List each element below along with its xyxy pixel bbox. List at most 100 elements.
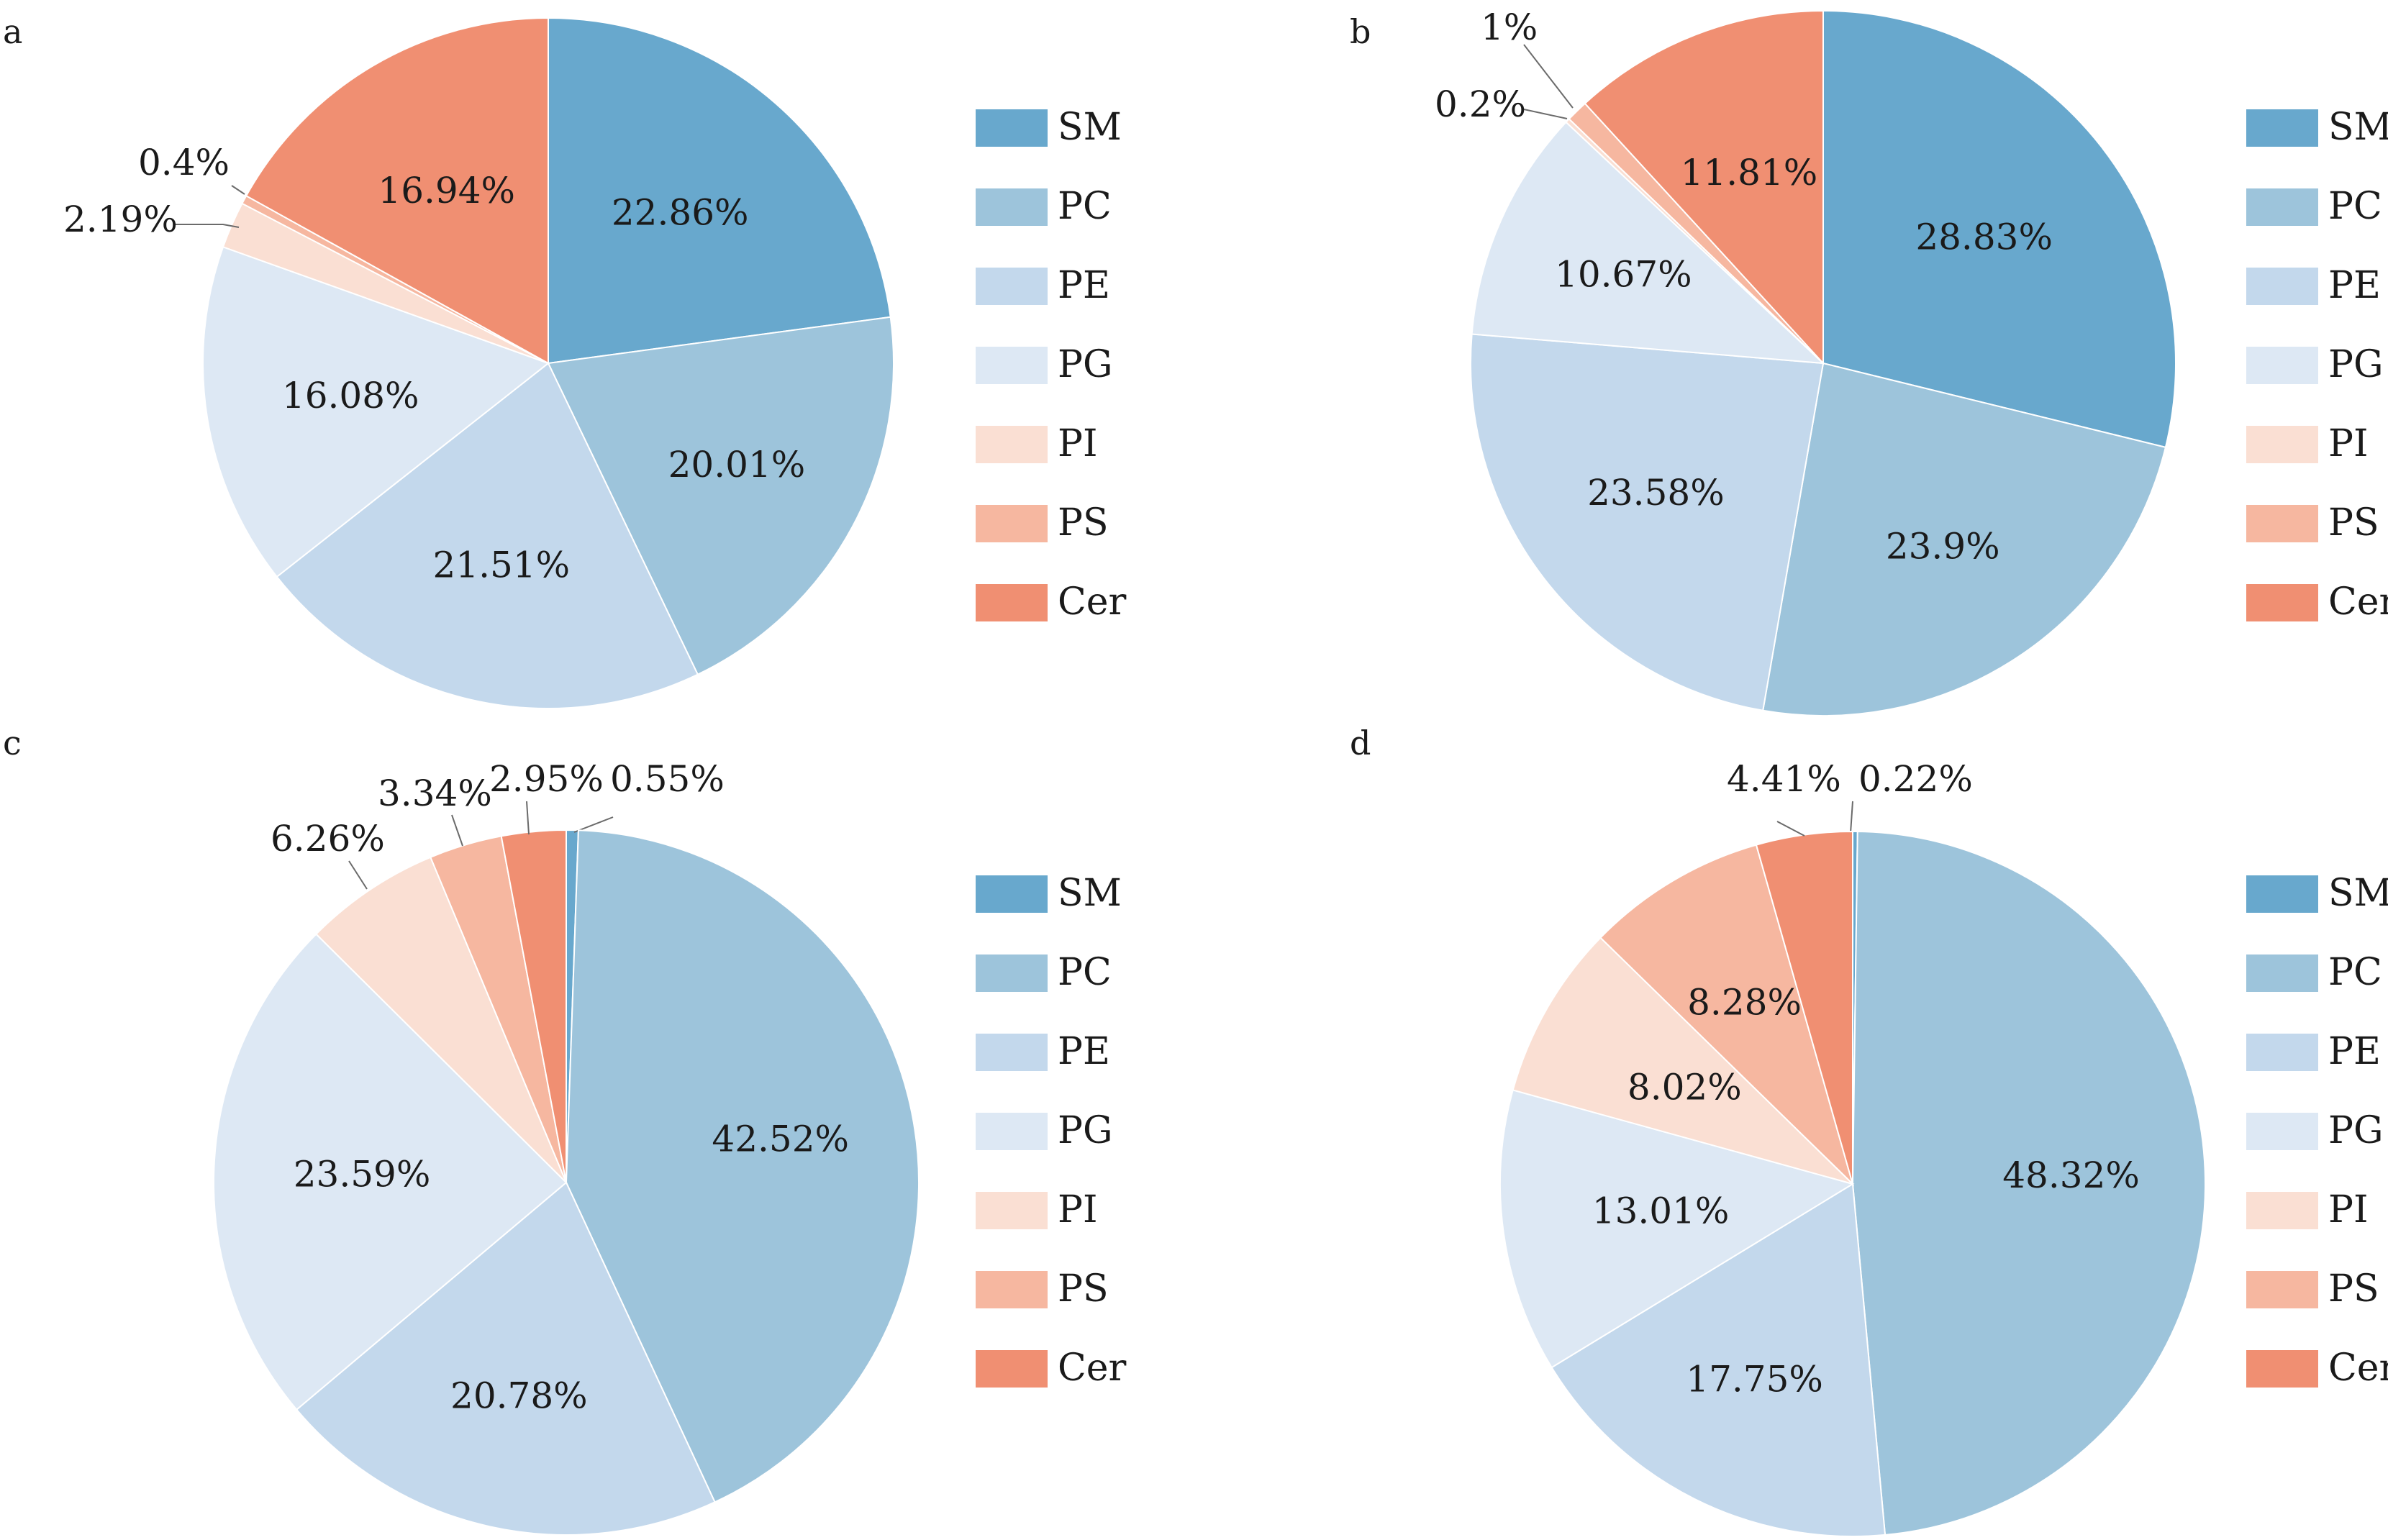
slice-label-a-pc: 20.01%	[668, 444, 806, 486]
pie-slice-c-pg	[213, 933, 568, 1411]
legend-label-d-pe: PE	[2328, 1030, 2381, 1073]
slice-label-a-pg: 16.08%	[282, 375, 419, 416]
slice-label-d-sm: 0.22%	[1858, 758, 1973, 800]
slice-label-a-pi: 2.19%	[63, 199, 178, 240]
legend-label-c-pg: PG	[1058, 1109, 1113, 1152]
pie-slice-a-pc	[547, 316, 894, 676]
slice-label-a-pe: 21.51%	[433, 545, 571, 586]
legend-swatch-b-pi	[2246, 426, 2318, 463]
slice-label-b-pg: 10.67%	[1555, 254, 1692, 296]
legend-label-a-pi: PI	[1058, 422, 1098, 465]
pie-slice-b-cer	[1584, 9, 1824, 365]
legend-swatch-b-ps	[2246, 505, 2318, 542]
legend-swatch-b-pe	[2246, 268, 2318, 305]
slice-label-a-cer: 16.94%	[378, 170, 515, 211]
legend-label-c-ps: PS	[1058, 1267, 1109, 1311]
legend-label-a-pe: PE	[1058, 264, 1110, 307]
legend-swatch-d-pg	[2246, 1113, 2318, 1150]
slice-label-c-sm: 0.55%	[610, 758, 725, 800]
legend-swatch-c-pi	[976, 1192, 1048, 1229]
legend-swatch-a-sm	[976, 109, 1048, 147]
panel-a: a 22.86% 20.01% 21.51% 16.08% 2.19% 0.4% 16.94%…	[3, 12, 1127, 709]
legend-label-b-pg: PG	[2328, 343, 2384, 386]
legend-swatch-c-sm	[976, 875, 1048, 913]
panel-c: c 0.55% 42.52% 20.78% 23.59% 6.26%3.34%2.95% S…	[3, 724, 1127, 1536]
legend-label-a-pc: PC	[1058, 185, 1112, 228]
pie-slice-d-pg	[1499, 1089, 1855, 1369]
leader-line-c-ps	[451, 814, 463, 847]
legend-swatch-d-sm	[2246, 875, 2318, 913]
legend-label-c-cer: Cer	[1058, 1347, 1127, 1390]
slice-label-b-pe: 23.58%	[1587, 472, 1725, 514]
slice-label-d-pg: 13.01%	[1592, 1190, 1730, 1231]
slice-label-c-pg: 23.59%	[294, 1153, 431, 1195]
leader-line-c-cer	[526, 801, 530, 835]
legend-swatch-d-pi	[2246, 1192, 2318, 1229]
pie-slice-a-sm	[548, 17, 891, 365]
legend-label-a-sm: SM	[1058, 106, 1122, 149]
panel-letter-b: b	[1350, 12, 1371, 51]
pie-slice-d-ps	[1599, 844, 1854, 1187]
legend-label-d-pc: PC	[2328, 951, 2382, 994]
legend-swatch-b-cer	[2246, 584, 2318, 621]
pie-slice-b-sm	[1822, 9, 2176, 449]
pie-slice-d-pi	[1512, 937, 1853, 1185]
legend-swatch-b-pg	[2246, 347, 2318, 384]
pie-slice-d-pc	[1851, 831, 2206, 1536]
panel-letter-d: d	[1350, 724, 1371, 762]
legend-label-a-pg: PG	[1058, 343, 1113, 386]
pie-slice-c-pi	[314, 856, 567, 1183]
legend-swatch-c-pc	[976, 954, 1048, 992]
leader-line-d-cer	[1776, 821, 1805, 837]
legend-label-c-pi: PI	[1058, 1188, 1098, 1231]
legend-label-b-ps: PS	[2328, 501, 2379, 545]
pie-slice-b-pg	[1471, 121, 1825, 365]
legend-swatch-b-pc	[2246, 188, 2318, 226]
legend-swatch-a-ps	[976, 505, 1048, 542]
slice-label-c-pe: 20.78%	[450, 1375, 588, 1417]
legend-swatch-a-pe	[976, 268, 1048, 305]
slice-label-b-pi: 0.2%	[1435, 83, 1526, 125]
slice-label-b-sm: 28.83%	[1915, 217, 2053, 258]
pie-slice-d-pe	[1551, 1183, 1887, 1537]
legend-label-d-sm: SM	[2328, 872, 2388, 915]
legend-label-b-sm: SM	[2328, 106, 2388, 149]
legend-label-b-pe: PE	[2328, 264, 2381, 307]
legend-label-c-pe: PE	[1058, 1030, 1110, 1073]
slice-label-d-cer: 4.41%	[1727, 758, 1841, 800]
legend-swatch-d-ps	[2246, 1271, 2318, 1308]
slice-label-b-ps: 1%	[1481, 6, 1538, 48]
panel-letter-c: c	[3, 724, 22, 762]
slice-label-d-ps: 8.28%	[1687, 981, 1802, 1023]
legend-label-a-ps: PS	[1058, 501, 1109, 545]
panel-b: b 28.83% 23.9% 23.58% 10.67% 0.2% 1% 11.81% SM PC…	[1350, 6, 2388, 716]
legend-swatch-a-pi	[976, 426, 1048, 463]
legend-label-b-pi: PI	[2328, 422, 2369, 465]
legend-label-b-pc: PC	[2328, 185, 2382, 228]
slice-label-b-pc: 23.9%	[1886, 525, 2000, 567]
legend-label-b-cer: Cer	[2328, 580, 2388, 624]
leader-line-b-pi	[1523, 109, 1568, 119]
legend-label-d-pg: PG	[2328, 1109, 2384, 1152]
legend-label-a-cer: Cer	[1058, 580, 1127, 624]
pie-slice-a-cer	[245, 17, 549, 365]
legend-label-c-sm: SM	[1058, 872, 1122, 915]
legend-swatch-d-cer	[2246, 1350, 2318, 1388]
slice-label-d-pc: 48.32%	[2002, 1154, 2140, 1196]
pie-slice-c-pe	[295, 1181, 716, 1536]
slice-label-d-pe: 17.75%	[1686, 1358, 1823, 1400]
pie-slice-c-pc	[565, 829, 920, 1503]
legend-swatch-a-pg	[976, 347, 1048, 384]
slice-label-c-cer: 2.95%	[489, 758, 604, 800]
legend-swatch-c-pe	[976, 1034, 1048, 1071]
slice-label-c-ps: 3.34%	[378, 773, 492, 814]
pie-slice-c-cer	[500, 829, 567, 1183]
pie-slice-a-pe	[276, 362, 699, 709]
legend-swatch-d-pc	[2246, 954, 2318, 992]
legend-label-d-pi: PI	[2328, 1188, 2369, 1231]
legend-label-d-cer: Cer	[2328, 1347, 2388, 1390]
pie-slice-b-pe	[1470, 333, 1825, 711]
legend-swatch-c-cer	[976, 1350, 1048, 1388]
slice-label-d-pi: 8.02%	[1627, 1067, 1742, 1108]
slice-label-c-pc: 42.52%	[712, 1118, 849, 1160]
